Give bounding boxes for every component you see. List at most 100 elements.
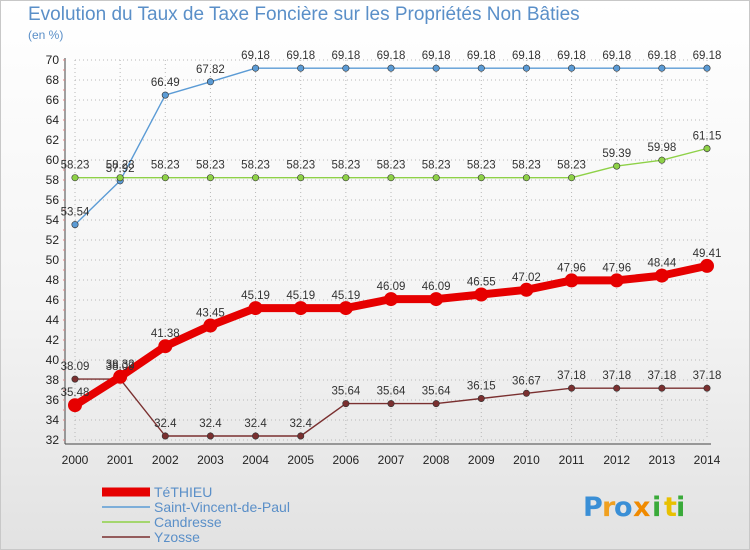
series-line — [74, 67, 708, 226]
x-tick-label: 2001 — [107, 453, 134, 467]
data-point — [248, 301, 263, 316]
data-label: 58.23 — [241, 160, 270, 172]
data-label: 69.18 — [286, 50, 315, 62]
data-point — [387, 64, 395, 72]
grid — [74, 59, 708, 441]
x-tick-label: 2006 — [333, 453, 360, 467]
data-label: 38.09 — [61, 361, 90, 373]
y-tick-label: 68 — [46, 73, 60, 87]
data-label: 35.64 — [331, 386, 360, 398]
data-point — [342, 400, 350, 408]
data-label: 37.18 — [602, 370, 631, 382]
data-label: 37.18 — [693, 370, 722, 382]
data-label: 35.64 — [422, 386, 451, 398]
data-point — [703, 64, 711, 72]
data-point — [116, 174, 124, 182]
x-tick-label: 2011 — [559, 453, 585, 467]
data-label: 45.19 — [241, 290, 270, 302]
x-tick-label: 2013 — [649, 453, 676, 467]
data-point — [564, 273, 579, 288]
data-label: 69.18 — [557, 50, 586, 62]
x-tick-label: 2007 — [378, 453, 405, 467]
data-label: 49.41 — [693, 248, 722, 260]
data-label: 69.18 — [377, 50, 406, 62]
y-tick-label: 34 — [46, 413, 60, 427]
x-tick-label: 2002 — [152, 453, 179, 467]
data-label: 36.67 — [512, 375, 541, 387]
data-point — [161, 174, 169, 182]
data-label: 61.15 — [693, 131, 722, 143]
data-point — [297, 174, 305, 182]
data-point — [522, 174, 530, 182]
data-point — [474, 287, 489, 302]
data-label: 58.23 — [61, 160, 90, 172]
y-tick-label: 32 — [46, 433, 60, 447]
data-point — [477, 174, 485, 182]
data-label: 69.18 — [241, 50, 270, 62]
data-label: 46.55 — [467, 277, 496, 289]
y-tick-label: 40 — [46, 353, 60, 367]
legend: TéTHIEUSaint-Vincent-de-PaulCandresseYzo… — [102, 484, 290, 545]
y-tick-label: 44 — [46, 313, 60, 327]
chart-title: Evolution du Taux de Taxe Foncière sur l… — [28, 4, 580, 25]
data-point — [703, 384, 711, 392]
data-label: 32.4 — [290, 418, 313, 430]
y-tick-label: 70 — [46, 53, 60, 67]
data-point — [206, 78, 214, 86]
data-point — [654, 268, 669, 283]
data-label: 58.23 — [286, 160, 315, 172]
data-point — [477, 64, 485, 72]
data-label: 32.4 — [244, 418, 267, 430]
brand-letter: x — [633, 492, 650, 523]
data-label: 69.18 — [331, 50, 360, 62]
brand-letter: t — [664, 492, 677, 523]
y-tick-label: 60 — [46, 153, 60, 167]
y-tick-label: 66 — [46, 93, 60, 107]
brand-letter: P — [583, 492, 603, 523]
data-label: 47.96 — [602, 262, 631, 274]
data-point — [293, 301, 308, 316]
x-tick-label: 2012 — [603, 453, 630, 467]
data-label: 32.4 — [154, 418, 177, 430]
y-tick-label: 64 — [46, 113, 60, 127]
legend-label: Yzosse — [154, 529, 200, 545]
brand-letter: i — [676, 492, 685, 523]
series-t-thieu — [68, 258, 714, 413]
data-point — [297, 64, 305, 72]
data-point — [203, 318, 218, 333]
data-point — [613, 64, 621, 72]
data-point — [71, 221, 79, 229]
data-point — [113, 369, 128, 384]
data-point — [703, 145, 711, 153]
data-point — [158, 339, 173, 354]
series-saint-vincent-de-paul — [71, 64, 711, 229]
x-tick-label: 2004 — [242, 453, 269, 467]
data-point — [68, 398, 82, 413]
legend-label: Candresse — [154, 514, 222, 530]
data-point — [252, 174, 260, 182]
data-point — [432, 64, 440, 72]
data-point — [613, 384, 621, 392]
data-point — [568, 384, 576, 392]
data-label: 67.82 — [196, 64, 225, 76]
y-tick-label: 36 — [46, 393, 60, 407]
x-tick-label: 2014 — [694, 453, 721, 467]
data-label: 35.64 — [377, 386, 406, 398]
x-tick-label: 2009 — [468, 453, 495, 467]
data-point — [206, 432, 214, 440]
y-tick-label: 48 — [46, 273, 60, 287]
legend-label: TéTHIEU — [154, 484, 212, 500]
data-label: 43.45 — [196, 308, 225, 320]
data-label: 45.19 — [331, 290, 360, 302]
data-label: 58.23 — [422, 160, 451, 172]
data-label: 37.18 — [557, 370, 586, 382]
data-point — [568, 64, 576, 72]
data-point — [297, 432, 305, 440]
data-label: 66.49 — [151, 77, 180, 89]
data-label: 46.09 — [422, 281, 451, 293]
data-point — [609, 273, 624, 288]
data-point — [161, 432, 169, 440]
data-point — [342, 64, 350, 72]
data-label: 59.39 — [602, 148, 631, 160]
